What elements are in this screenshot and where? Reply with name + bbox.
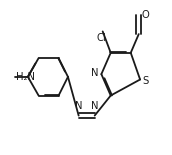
- Text: O: O: [141, 10, 149, 20]
- Text: S: S: [143, 76, 149, 86]
- Text: N: N: [75, 101, 82, 111]
- Text: N: N: [91, 101, 98, 111]
- Text: H₂N: H₂N: [16, 72, 35, 82]
- Text: Cl: Cl: [96, 33, 106, 43]
- Text: N: N: [91, 68, 99, 78]
